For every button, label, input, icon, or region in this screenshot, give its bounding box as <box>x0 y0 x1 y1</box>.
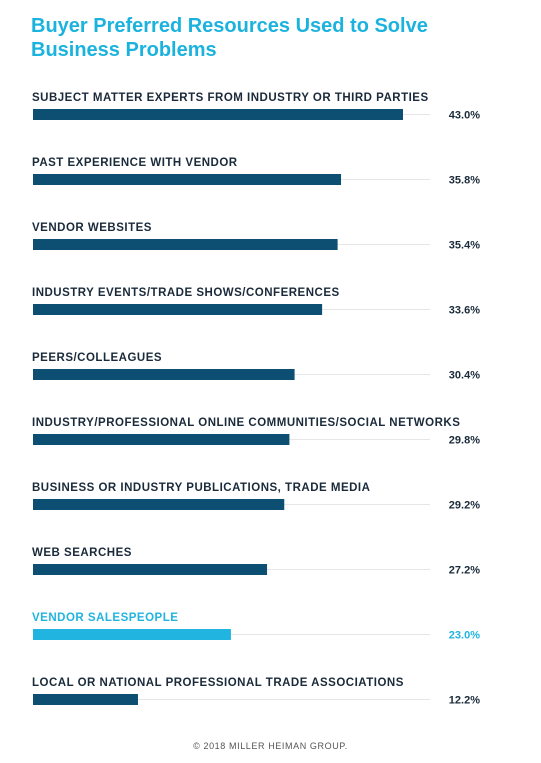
category-label: WEB SEARCHES <box>32 547 132 559</box>
bar <box>33 499 285 510</box>
category-label: VENDOR WEBSITES <box>32 222 152 234</box>
value-label: 29.8% <box>449 435 480 447</box>
value-label: 27.2% <box>449 565 480 577</box>
value-label: 43.0% <box>449 110 480 122</box>
bar <box>33 304 323 315</box>
bar-row: PAST EXPERIENCE WITH VENDOR 35.8% <box>32 157 480 187</box>
bar <box>33 239 338 250</box>
value-label: 35.8% <box>449 175 480 187</box>
bar-row: WEB SEARCHES 27.2% <box>32 547 480 577</box>
bar-row: SUBJECT MATTER EXPERTS FROM INDUSTRY OR … <box>32 92 480 122</box>
category-label: LOCAL OR NATIONAL PROFESSIONAL TRADE ASS… <box>32 677 404 689</box>
chart-title: Buyer Preferred Resources Used to Solve … <box>31 15 428 61</box>
bar <box>33 174 342 185</box>
bar <box>33 564 268 575</box>
bar <box>33 109 403 120</box>
bar <box>33 629 231 640</box>
copyright-footer: © 2018 MILLER HEIMAN GROUP. <box>193 741 348 751</box>
bar <box>33 434 290 445</box>
value-label: 29.2% <box>449 500 480 512</box>
category-label: PEERS/COLLEAGUES <box>32 352 162 364</box>
bar-row: VENDOR WEBSITES 35.4% <box>32 222 480 252</box>
bar-row: INDUSTRY EVENTS/TRADE SHOWS/CONFERENCES 3… <box>32 287 480 317</box>
category-label: INDUSTRY/PROFESSIONAL ONLINE COMMUNITIES… <box>32 417 460 429</box>
bar-row: PEERS/COLLEAGUES 30.4% <box>32 352 480 382</box>
bar-row: INDUSTRY/PROFESSIONAL ONLINE COMMUNITIES… <box>32 417 480 447</box>
bar <box>33 694 138 705</box>
category-label: INDUSTRY EVENTS/TRADE SHOWS/CONFERENCES <box>32 287 340 299</box>
value-label: 23.0% <box>449 630 480 642</box>
category-label: PAST EXPERIENCE WITH VENDOR <box>32 157 238 169</box>
bar <box>33 369 295 380</box>
value-label: 35.4% <box>449 240 480 252</box>
category-label: VENDOR SALESPEOPLE <box>32 612 178 624</box>
bar-row: BUSINESS OR INDUSTRY PUBLICATIONS, TRADE… <box>32 482 480 512</box>
bar-chart: SUBJECT MATTER EXPERTS FROM INDUSTRY OR … <box>32 92 480 707</box>
category-label: SUBJECT MATTER EXPERTS FROM INDUSTRY OR … <box>32 92 429 104</box>
value-label: 12.2% <box>449 695 480 707</box>
value-label: 30.4% <box>449 370 480 382</box>
category-label: BUSINESS OR INDUSTRY PUBLICATIONS, TRADE… <box>32 482 370 494</box>
value-label: 33.6% <box>449 305 480 317</box>
bar-row: VENDOR SALESPEOPLE 23.0% <box>32 612 480 642</box>
bar-row: LOCAL OR NATIONAL PROFESSIONAL TRADE ASS… <box>32 677 480 707</box>
